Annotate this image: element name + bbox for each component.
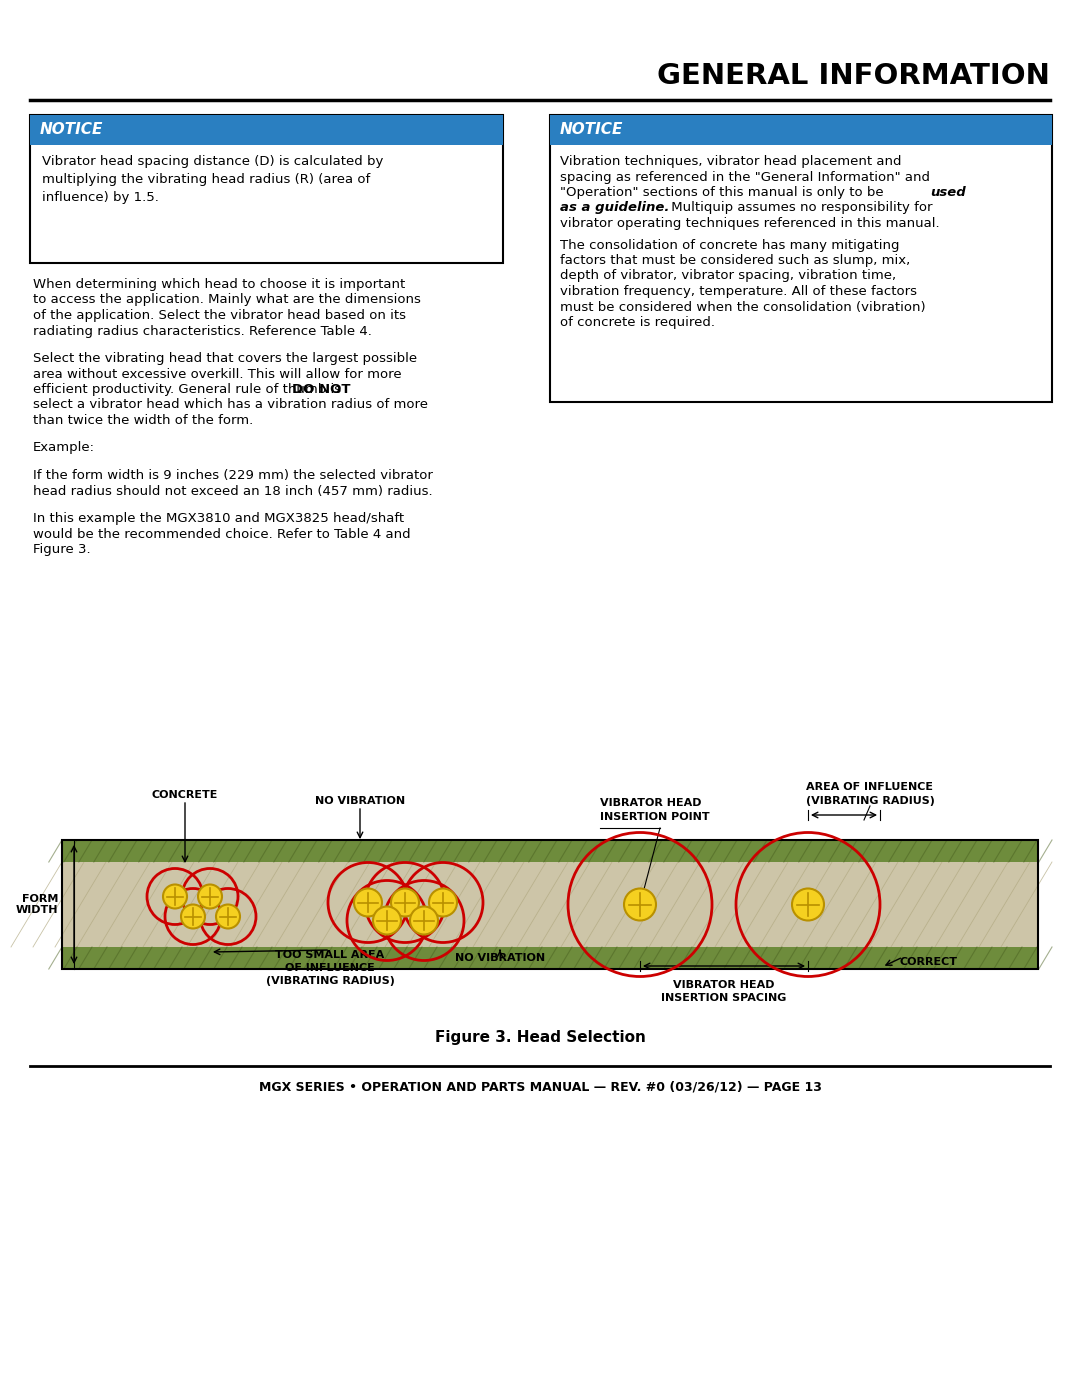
Text: Select the vibrating head that covers the largest possible: Select the vibrating head that covers th… bbox=[33, 352, 417, 365]
Text: NO VIBRATION: NO VIBRATION bbox=[455, 953, 545, 963]
Text: vibrator operating techniques referenced in this manual.: vibrator operating techniques referenced… bbox=[561, 217, 940, 231]
Text: GENERAL INFORMATION: GENERAL INFORMATION bbox=[657, 61, 1050, 89]
Text: depth of vibrator, vibrator spacing, vibration time,: depth of vibrator, vibrator spacing, vib… bbox=[561, 270, 896, 282]
Text: Vibration techniques, vibrator head placement and: Vibration techniques, vibrator head plac… bbox=[561, 155, 902, 168]
Text: must be considered when the consolidation (vibration): must be considered when the consolidatio… bbox=[561, 300, 926, 313]
Circle shape bbox=[429, 888, 457, 916]
Text: Figure 3.: Figure 3. bbox=[33, 543, 91, 556]
Text: VIBRATOR HEAD: VIBRATOR HEAD bbox=[673, 981, 774, 990]
Text: to access the application. Mainly what are the dimensions: to access the application. Mainly what a… bbox=[33, 293, 421, 306]
Text: AREA OF INFLUENCE: AREA OF INFLUENCE bbox=[807, 782, 933, 792]
Text: When determining which head to choose it is important: When determining which head to choose it… bbox=[33, 278, 405, 291]
Text: OF INFLUENCE: OF INFLUENCE bbox=[285, 963, 375, 972]
Circle shape bbox=[792, 888, 824, 921]
Text: would be the recommended choice. Refer to Table 4 and: would be the recommended choice. Refer t… bbox=[33, 528, 410, 541]
Circle shape bbox=[624, 888, 656, 921]
Text: (VIBRATING RADIUS): (VIBRATING RADIUS) bbox=[266, 977, 394, 986]
Text: used: used bbox=[930, 186, 966, 198]
Text: TOO SMALL AREA: TOO SMALL AREA bbox=[275, 950, 384, 960]
Text: of the application. Select the vibrator head based on its: of the application. Select the vibrator … bbox=[33, 309, 406, 321]
Text: DO NOT: DO NOT bbox=[292, 383, 350, 395]
Text: factors that must be considered such as slump, mix,: factors that must be considered such as … bbox=[561, 254, 910, 267]
Text: INSERTION SPACING: INSERTION SPACING bbox=[661, 993, 786, 1003]
Circle shape bbox=[181, 904, 205, 929]
Text: Figure 3. Head Selection: Figure 3. Head Selection bbox=[434, 1030, 646, 1045]
Text: Example:: Example: bbox=[33, 441, 95, 454]
FancyBboxPatch shape bbox=[550, 115, 1052, 145]
Text: efficient productivity. General rule of thumb is: efficient productivity. General rule of … bbox=[33, 383, 346, 395]
Text: NOTICE: NOTICE bbox=[561, 123, 623, 137]
Text: spacing as referenced in the "General Information" and: spacing as referenced in the "General In… bbox=[561, 170, 930, 183]
Circle shape bbox=[410, 907, 438, 935]
Text: If the form width is 9 inches (229 mm) the selected vibrator: If the form width is 9 inches (229 mm) t… bbox=[33, 469, 433, 482]
Text: as a guideline.: as a guideline. bbox=[561, 201, 670, 215]
Circle shape bbox=[391, 888, 419, 916]
Text: than twice the width of the form.: than twice the width of the form. bbox=[33, 414, 253, 427]
Circle shape bbox=[216, 904, 240, 929]
Text: area without excessive overkill. This will allow for more: area without excessive overkill. This wi… bbox=[33, 367, 402, 380]
Text: vibration frequency, temperature. All of these factors: vibration frequency, temperature. All of… bbox=[561, 285, 917, 298]
Text: head radius should not exceed an 18 inch (457 mm) radius.: head radius should not exceed an 18 inch… bbox=[33, 485, 433, 497]
Text: In this example the MGX3810 and MGX3825 head/shaft: In this example the MGX3810 and MGX3825 … bbox=[33, 511, 404, 525]
Text: radiating radius characteristics. Reference Table 4.: radiating radius characteristics. Refere… bbox=[33, 324, 372, 338]
Text: select a vibrator head which has a vibration radius of more: select a vibrator head which has a vibra… bbox=[33, 398, 428, 412]
Text: NO VIBRATION: NO VIBRATION bbox=[315, 796, 405, 806]
Bar bbox=[62, 840, 1038, 970]
Bar bbox=[62, 840, 1038, 862]
Circle shape bbox=[354, 888, 382, 916]
Text: FORM
WIDTH: FORM WIDTH bbox=[15, 894, 58, 915]
Text: CONCRETE: CONCRETE bbox=[152, 789, 218, 800]
Text: (VIBRATING RADIUS): (VIBRATING RADIUS) bbox=[806, 796, 934, 806]
Text: VIBRATOR HEAD: VIBRATOR HEAD bbox=[600, 798, 702, 807]
FancyBboxPatch shape bbox=[550, 115, 1052, 402]
Text: INSERTION POINT: INSERTION POINT bbox=[600, 812, 710, 821]
Circle shape bbox=[373, 907, 401, 935]
Text: Multiquip assumes no responsibility for: Multiquip assumes no responsibility for bbox=[667, 201, 932, 215]
Text: NOTICE: NOTICE bbox=[40, 123, 104, 137]
Bar bbox=[62, 947, 1038, 970]
Circle shape bbox=[198, 884, 222, 908]
Text: MGX SERIES • OPERATION AND PARTS MANUAL — REV. #0 (03/26/12) — PAGE 13: MGX SERIES • OPERATION AND PARTS MANUAL … bbox=[258, 1080, 822, 1092]
Bar bbox=[62, 862, 1038, 947]
Text: Vibrator head spacing distance (​D​) is calculated by
multiplying the vibrating : Vibrator head spacing distance (​D​) is … bbox=[42, 155, 383, 204]
Text: "Operation" sections of this manual is only to be: "Operation" sections of this manual is o… bbox=[561, 186, 888, 198]
Text: CORRECT: CORRECT bbox=[900, 957, 958, 967]
Text: of concrete is required.: of concrete is required. bbox=[561, 316, 715, 330]
Circle shape bbox=[163, 884, 187, 908]
FancyBboxPatch shape bbox=[30, 115, 503, 145]
Text: The consolidation of concrete has many mitigating: The consolidation of concrete has many m… bbox=[561, 239, 900, 251]
FancyBboxPatch shape bbox=[30, 115, 503, 263]
